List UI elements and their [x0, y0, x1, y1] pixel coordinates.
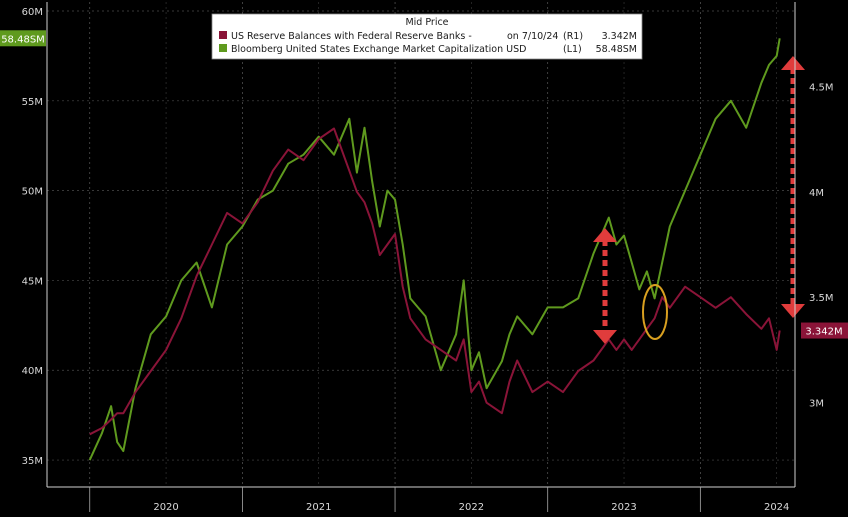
y-left-tick-label: 45M [22, 276, 43, 287]
y-left-tick-label: 40M [22, 366, 43, 377]
last-value-badge-left [0, 30, 46, 47]
legend-last-marketcap: 58.48SM [596, 44, 637, 55]
y-left-tick-label: 60M [22, 7, 43, 18]
legend: Mid Price US Reserve Balances with Feder… [211, 13, 643, 60]
y-left-tick-label: 50M [22, 187, 43, 198]
series-line-marketcap [88, 38, 781, 461]
y-right-tick-label: 3M [809, 399, 824, 410]
last-value-text-left: 58.48SM [1, 34, 45, 45]
last-value-badge-right [801, 322, 848, 339]
annotation-circle [642, 284, 668, 340]
x-tick-label: 2023 [611, 502, 636, 513]
y-right-tick-label: 4.5M [809, 82, 834, 93]
y-left-tick-label: 55M [22, 97, 43, 108]
x-tick-label: 2020 [153, 502, 178, 513]
legend-axis-reserves: (R1) [563, 31, 583, 42]
grid-layer [47, 2, 795, 487]
legend-last-reserves: 3.342M [602, 31, 637, 42]
legend-box [211, 13, 643, 60]
legend-heading: Mid Price [405, 17, 448, 28]
series-line-reserves [89, 127, 781, 436]
annotation-arrow-left-head-down [593, 330, 617, 344]
annotation-arrow-right-head-up [781, 56, 805, 70]
legend-swatch-reserves [219, 31, 227, 39]
annotation-layer [593, 56, 805, 344]
series-layer [88, 38, 781, 461]
last-value-text-right: 3.342M [805, 327, 842, 338]
y-left-tick-label: 35M [22, 456, 43, 467]
legend-axis-marketcap: (L1) [563, 44, 582, 55]
legend-label-reserves: US Reserve Balances with Federal Reserve… [231, 31, 472, 42]
annotation-arrow-right-head-down [781, 304, 805, 318]
legend-label-marketcap: Bloomberg United States Exchange Market … [231, 44, 526, 55]
legend-swatch-marketcap [219, 44, 227, 52]
x-tick-label: 2024 [764, 502, 789, 513]
legend-date-reserves: on 7/10/24 [507, 31, 558, 42]
x-tick-label: 2022 [459, 502, 484, 513]
y-right-tick-label: 3.5M [809, 293, 834, 304]
y-right-tick-label: 4M [809, 188, 824, 199]
x-tick-label: 2021 [306, 502, 331, 513]
annotation-arrow-left-head-up [593, 228, 617, 242]
